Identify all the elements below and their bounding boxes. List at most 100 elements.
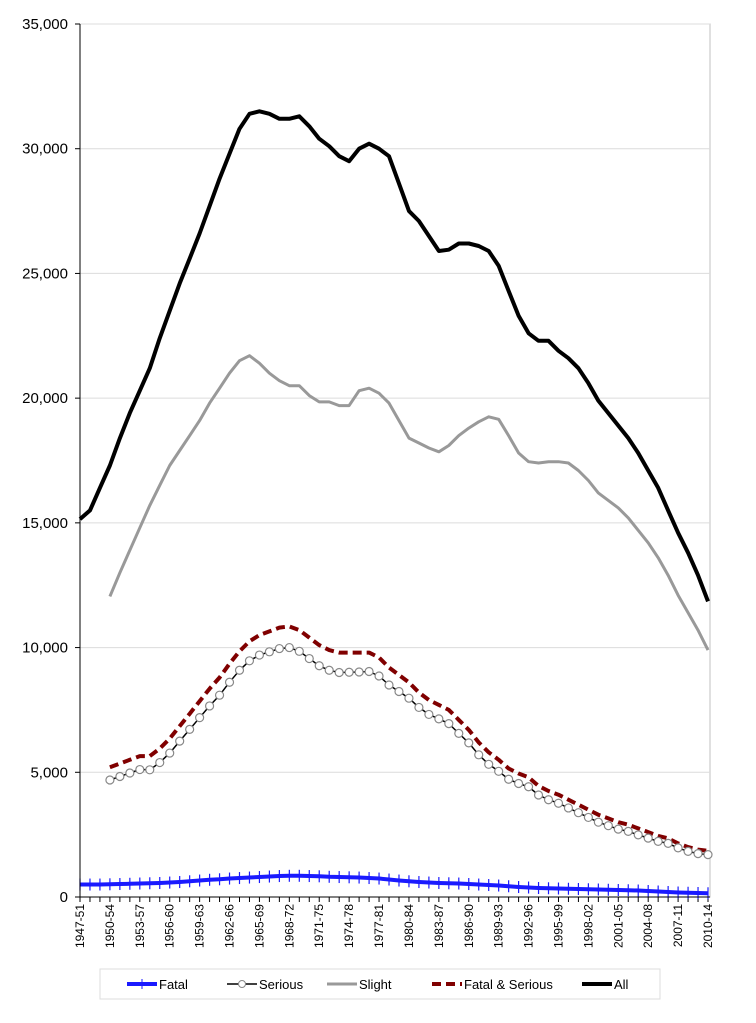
data-point [653,836,663,846]
data-point [214,690,225,700]
x-tick-label: 1965-69 [252,904,266,948]
legend-label: Serious [259,977,304,992]
data-point [224,677,235,687]
data-point [603,821,613,831]
y-tick-label: 15,000 [22,515,68,532]
data-point [504,774,514,784]
y-tick-label: 25,000 [22,265,68,282]
x-axis-ticks: 1947-51 1950-54 1953-57 1956-60 1959-63 1962-… [73,897,715,948]
data-point [344,667,354,677]
x-tick-label: 1947-51 [73,904,87,948]
series-slight [108,354,710,651]
data-point [613,824,623,834]
x-tick-label: 1986-90 [462,904,476,948]
data-point [673,843,683,853]
legend-item-serious: Serious [227,977,304,992]
legend-label: Slight [359,977,392,992]
x-tick-label: 1968-72 [282,904,296,948]
data-point [105,775,115,785]
data-point [563,803,574,813]
legend-label: Fatal [159,977,188,992]
data-point [454,728,464,738]
x-tick-label: 1971-75 [312,904,326,948]
x-tick-label: 2007-11 [671,904,685,947]
data-point [633,830,643,840]
legend-label: Fatal & Serious [464,977,553,992]
data-point [543,795,554,805]
y-tick-label: 30,000 [22,141,68,158]
series-all [78,109,710,603]
data-point [434,714,444,724]
data-point [394,686,404,697]
data-point [583,812,593,823]
data-point [663,838,673,848]
data-point [314,661,324,671]
series-fatal [79,869,709,900]
data-point [175,736,185,746]
x-tick-label: 1992-96 [522,904,536,948]
data-point [334,667,344,678]
y-tick-label: 10,000 [22,640,68,657]
data-point [533,790,544,800]
legend: Fatal Serious Slight Fatal & Serious All [99,968,661,1000]
series-line [80,873,709,896]
legend-item-fatal-serious: Fatal & Serious [432,977,553,992]
x-tick-label: 1977-81 [372,904,386,948]
legend-label: All [614,977,629,992]
data-point [683,846,693,856]
y-tick-label: 20,000 [22,390,68,407]
legend-item-slight: Slight [327,977,392,992]
data-point [115,771,125,782]
data-point [474,750,484,760]
data-point [494,766,504,776]
legend-item-all: All [582,977,629,992]
series-line [108,354,710,651]
data-point [264,647,274,657]
y-tick-label: 35,000 [22,16,68,33]
data-point [185,724,195,734]
data-point [643,833,653,843]
legend-marker [238,980,246,988]
x-tick-label: 1950-54 [103,904,117,948]
legend-item-fatal: Fatal [127,977,188,992]
data-point [593,817,603,827]
data-point [304,653,314,664]
x-tick-label: 1980-84 [402,904,416,948]
data-point [294,646,304,656]
series-line [78,109,710,603]
data-point [195,713,205,723]
x-tick-label: 1959-63 [193,904,207,948]
y-axis-ticks: 0 5,000 10,000 15,000 20,000 25,000 30,000 35,0… [22,16,80,906]
legend-box [99,968,661,1000]
data-point [693,848,703,859]
data-point [484,759,494,769]
series-serious [105,642,713,860]
data-point [155,757,165,768]
data-point [703,849,713,860]
x-tick-label: 1998-02 [581,904,595,948]
data-point [254,650,265,660]
series-fatal-serious [109,624,709,853]
x-tick-label: 2010-14 [701,904,715,948]
x-tick-label: 1983-87 [432,904,446,948]
x-tick-label: 1974-78 [342,904,356,948]
x-tick-label: 1995-99 [551,904,565,948]
data-point [364,666,374,677]
x-tick-label: 2004-08 [641,904,655,948]
data-point [384,680,394,690]
x-tick-label: 1953-57 [133,904,147,948]
data-point [573,808,584,818]
data-point [404,693,414,703]
y-tick-label: 5,000 [30,764,68,781]
data-point [204,701,215,711]
data-point [165,748,175,758]
data-point [274,643,284,654]
data-point [324,665,334,675]
x-tick-label: 1956-60 [163,904,177,948]
data-point [284,642,294,653]
data-point [444,719,454,729]
data-point [125,768,135,778]
x-tick-label: 2001-05 [611,904,625,948]
data-point [623,826,633,837]
